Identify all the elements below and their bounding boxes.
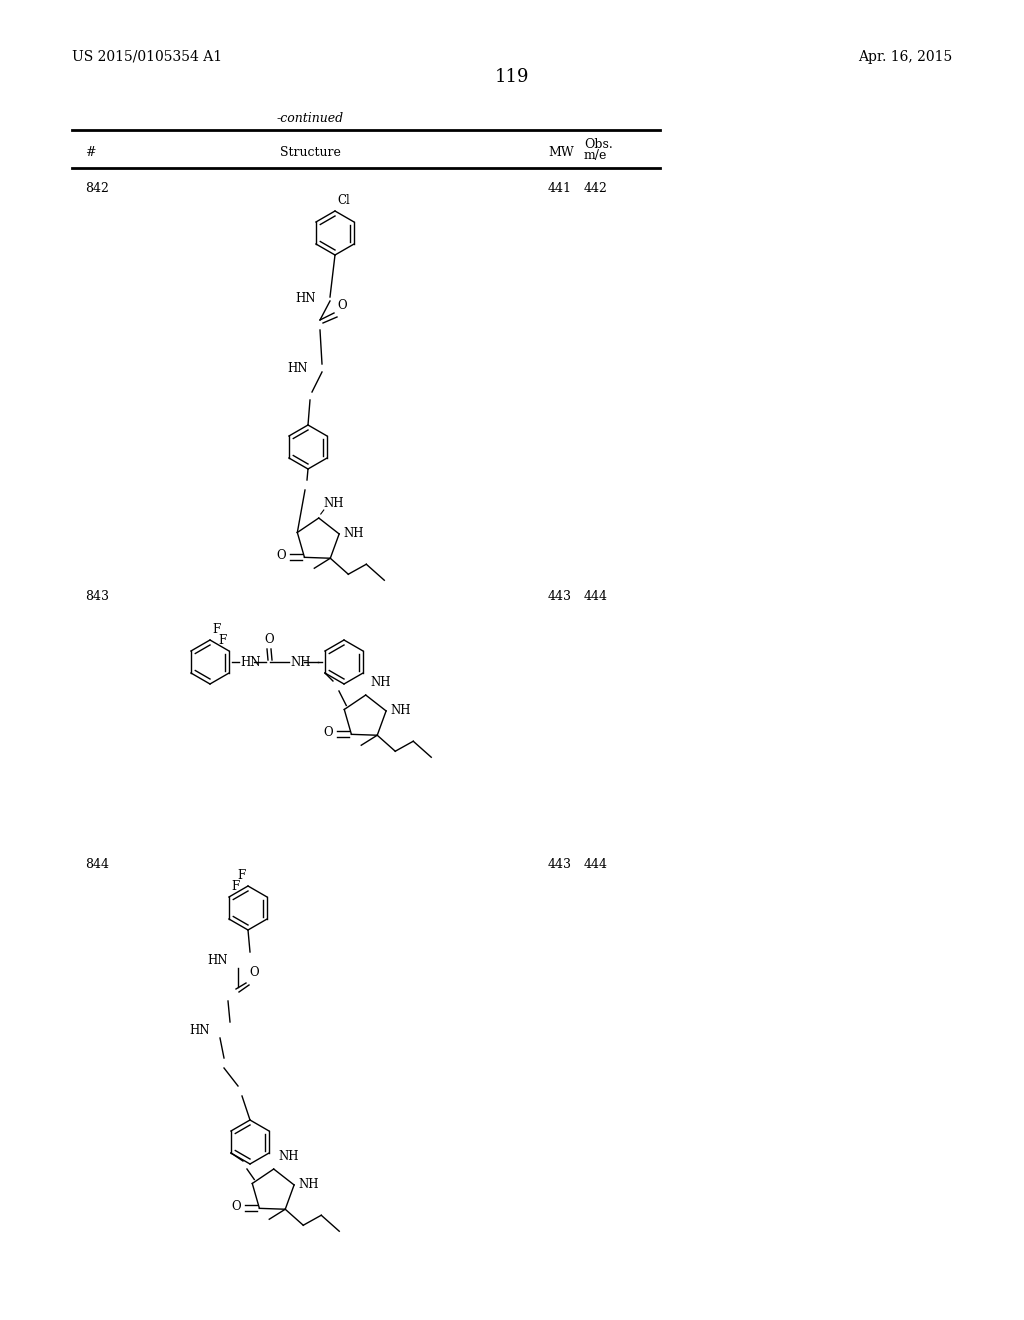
- Text: 844: 844: [85, 858, 109, 871]
- Text: Structure: Structure: [280, 145, 340, 158]
- Text: m/e: m/e: [584, 149, 607, 161]
- Text: O: O: [337, 300, 347, 312]
- Text: F: F: [212, 623, 220, 636]
- Text: NH: NH: [290, 656, 310, 668]
- Text: 443: 443: [548, 858, 572, 871]
- Text: NH: NH: [298, 1179, 318, 1192]
- Text: 442: 442: [584, 182, 608, 195]
- Text: NH: NH: [324, 498, 344, 510]
- Text: O: O: [276, 549, 287, 562]
- Text: HN: HN: [208, 953, 228, 966]
- Text: HN: HN: [288, 362, 308, 375]
- Text: 444: 444: [584, 858, 608, 871]
- Text: Apr. 16, 2015: Apr. 16, 2015: [858, 50, 952, 63]
- Text: HN: HN: [296, 293, 316, 305]
- Text: -continued: -continued: [276, 112, 344, 125]
- Text: HN: HN: [240, 656, 260, 668]
- Text: MW: MW: [548, 145, 573, 158]
- Text: O: O: [231, 1200, 242, 1213]
- Text: 441: 441: [548, 182, 572, 195]
- Text: 843: 843: [85, 590, 109, 603]
- Text: 842: 842: [85, 182, 109, 195]
- Text: 119: 119: [495, 69, 529, 86]
- Text: F: F: [219, 634, 227, 647]
- Text: O: O: [249, 966, 259, 979]
- Text: 444: 444: [584, 590, 608, 603]
- Text: US 2015/0105354 A1: US 2015/0105354 A1: [72, 50, 222, 63]
- Text: O: O: [324, 726, 334, 739]
- Text: #: #: [85, 145, 95, 158]
- Text: Obs.: Obs.: [584, 137, 612, 150]
- Text: NH: NH: [343, 528, 364, 540]
- Text: Cl: Cl: [337, 194, 350, 207]
- Text: NH: NH: [371, 676, 391, 689]
- Text: F: F: [238, 869, 246, 882]
- Text: NH: NH: [390, 705, 411, 718]
- Text: F: F: [231, 880, 240, 894]
- Text: O: O: [264, 634, 273, 645]
- Text: HN: HN: [189, 1023, 210, 1036]
- Text: NH: NH: [279, 1150, 299, 1163]
- Text: 443: 443: [548, 590, 572, 603]
